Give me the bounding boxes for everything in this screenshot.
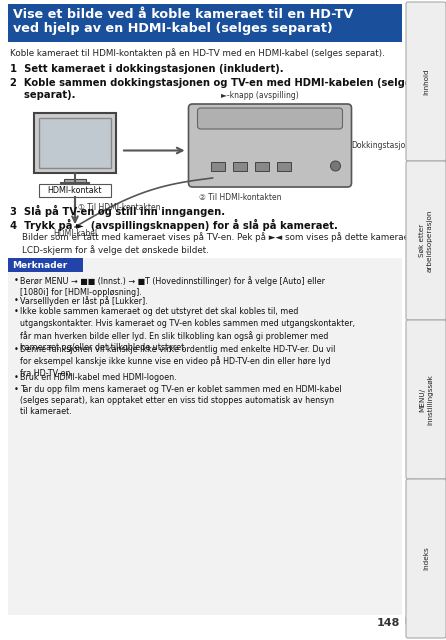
FancyBboxPatch shape <box>255 162 268 171</box>
Text: •: • <box>14 344 19 353</box>
FancyBboxPatch shape <box>406 2 446 161</box>
Text: 148: 148 <box>376 618 400 628</box>
FancyBboxPatch shape <box>277 162 290 171</box>
FancyBboxPatch shape <box>39 184 111 197</box>
Text: •: • <box>14 373 19 382</box>
FancyBboxPatch shape <box>406 479 446 638</box>
FancyBboxPatch shape <box>8 4 402 42</box>
FancyBboxPatch shape <box>8 258 402 615</box>
FancyBboxPatch shape <box>34 113 116 173</box>
Text: separat).: separat). <box>10 90 75 100</box>
FancyBboxPatch shape <box>64 179 86 184</box>
FancyBboxPatch shape <box>406 161 446 320</box>
Text: MENU/
innstillingssøk: MENU/ innstillingssøk <box>419 374 433 425</box>
Text: Dokkingstasjon: Dokkingstasjon <box>351 141 411 150</box>
Text: •: • <box>14 276 19 285</box>
Text: Varselllyden er låst på [Lukker].: Varselllyden er låst på [Lukker]. <box>20 296 148 306</box>
Text: 3  Slå på TV-en og still inn inngangen.: 3 Slå på TV-en og still inn inngangen. <box>10 205 225 217</box>
Text: HDMI-kontakt: HDMI-kontakt <box>48 186 102 195</box>
FancyBboxPatch shape <box>8 258 83 272</box>
Text: Bruk en HDMI-kabel med HDMI-logoen.: Bruk en HDMI-kabel med HDMI-logoen. <box>20 373 177 382</box>
Text: Ikke koble sammen kameraet og det utstyret det skal kobles til, med
utgangskonta: Ikke koble sammen kameraet og det utstyr… <box>20 307 355 352</box>
Text: Merknader: Merknader <box>12 260 67 269</box>
FancyBboxPatch shape <box>189 104 351 187</box>
Text: •: • <box>14 385 19 394</box>
Text: Koble kameraet til HDMI-kontakten på en HD-TV med en HDMI-kabel (selges separat): Koble kameraet til HDMI-kontakten på en … <box>10 48 385 58</box>
FancyBboxPatch shape <box>198 108 343 129</box>
Text: ① Til HDMI-kontakten: ① Til HDMI-kontakten <box>78 202 161 211</box>
FancyBboxPatch shape <box>39 118 111 168</box>
Text: •: • <box>14 307 19 317</box>
Text: Berør MENU → ■■ (Innst.) → ■T (Hovedinnstillinger) for å velge [Auto] eller
[108: Berør MENU → ■■ (Innst.) → ■T (Hovedinns… <box>20 276 325 298</box>
FancyBboxPatch shape <box>232 162 247 171</box>
Text: HDMI-kabel: HDMI-kabel <box>53 229 97 238</box>
Text: 4  Trykk på ►  (avspillingsknappen) for å slå på kameraet.: 4 Trykk på ► (avspillingsknappen) for å … <box>10 219 338 231</box>
Text: Denne funksjonen vil kanskje ikke virke ordentlig med enkelte HD-TV-er. Du vil
f: Denne funksjonen vil kanskje ikke virke … <box>20 344 335 378</box>
Circle shape <box>330 161 340 171</box>
Text: Indeks: Indeks <box>423 547 429 570</box>
Text: Vise et bilde ved å koble kameraet til en HD-TV: Vise et bilde ved å koble kameraet til e… <box>13 8 353 21</box>
Text: ② Til HDMI-kontakten: ② Til HDMI-kontakten <box>199 193 281 202</box>
FancyBboxPatch shape <box>406 320 446 479</box>
Text: •: • <box>14 296 19 305</box>
Text: Søk etter
arbeidsoperasjon: Søk etter arbeidsoperasjon <box>419 209 433 272</box>
Text: ►-knapp (avspilling): ►-knapp (avspilling) <box>221 91 299 100</box>
Text: Tar du opp film mens kameraet og TV-en er koblet sammen med en HDMI-kabel
(selge: Tar du opp film mens kameraet og TV-en e… <box>20 385 342 417</box>
Text: NO: NO <box>404 617 416 626</box>
Text: 2  Koble sammen dokkingstasjonen og TV-en med HDMI-kabelen (selges: 2 Koble sammen dokkingstasjonen og TV-en… <box>10 78 417 88</box>
FancyBboxPatch shape <box>211 162 224 171</box>
Text: Innhold: Innhold <box>423 68 429 95</box>
Text: Bilder som er tatt med kameraet vises på TV-en. Pek på ►◄ som vises på dette kam: Bilder som er tatt med kameraet vises på… <box>22 232 417 255</box>
Text: 1  Sett kameraet i dokkingstasjonen (inkludert).: 1 Sett kameraet i dokkingstasjonen (inkl… <box>10 64 284 74</box>
Text: ved hjelp av en HDMI-kabel (selges separat): ved hjelp av en HDMI-kabel (selges separ… <box>13 22 333 35</box>
